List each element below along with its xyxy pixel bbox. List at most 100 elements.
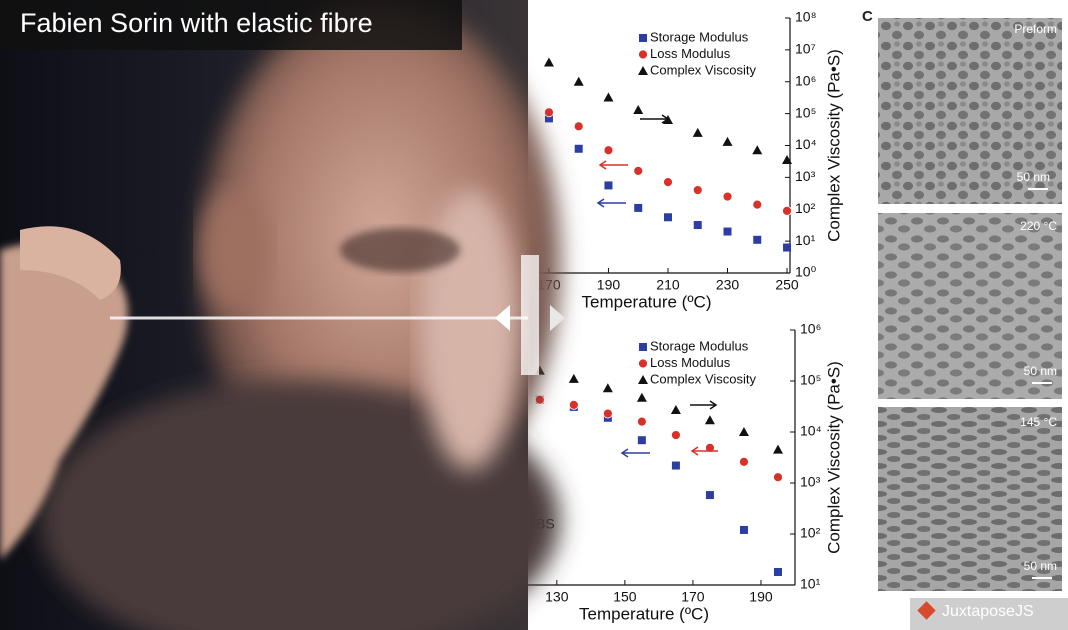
x-tick-label: 190 bbox=[749, 589, 773, 605]
y2-tick-label: 10³ bbox=[800, 474, 821, 490]
point bbox=[568, 399, 579, 410]
point bbox=[753, 235, 762, 244]
x-tick-label: 190 bbox=[597, 277, 621, 293]
legend-label: Loss Modulus bbox=[650, 355, 731, 370]
credit-text[interactable]: JuxtaposeJS bbox=[942, 603, 1034, 620]
point bbox=[671, 461, 680, 470]
point bbox=[603, 145, 614, 156]
point bbox=[544, 107, 554, 118]
y2-tick-label: 10⁵ bbox=[795, 104, 816, 120]
y2-tick-label: 10⁶ bbox=[795, 72, 816, 88]
point bbox=[739, 456, 749, 467]
point bbox=[783, 243, 792, 252]
legend-marker bbox=[638, 66, 648, 75]
point bbox=[670, 405, 681, 415]
scale-label: 50 nm bbox=[1017, 170, 1050, 184]
y2-tick-label: 10³ bbox=[795, 168, 816, 184]
x-tick-label: 130 bbox=[545, 589, 569, 605]
y2-tick-label: 10⁰ bbox=[795, 264, 817, 280]
slider-handle[interactable] bbox=[495, 255, 565, 375]
y2-tick-label: 10⁶ bbox=[800, 321, 821, 337]
arrow-head bbox=[690, 446, 699, 456]
micrograph-label: 145 °C bbox=[1020, 415, 1057, 429]
point bbox=[705, 442, 715, 453]
point bbox=[543, 57, 554, 67]
y2-tick-label: 10⁵ bbox=[800, 372, 821, 388]
panel-label: C bbox=[862, 8, 873, 25]
point bbox=[633, 165, 644, 176]
point bbox=[692, 127, 703, 137]
y2-tick-label: 10² bbox=[800, 525, 821, 541]
scale-label: 50 nm bbox=[1024, 559, 1057, 573]
arrow-head bbox=[709, 400, 718, 410]
point bbox=[693, 221, 702, 230]
arrow-head bbox=[661, 114, 670, 124]
point bbox=[773, 472, 783, 483]
x-tick-label: 250 bbox=[775, 277, 799, 293]
point bbox=[637, 436, 646, 445]
legend-label: Storage Modulus bbox=[650, 338, 749, 353]
caption: Fabien Sorin with elastic fibre bbox=[20, 8, 373, 38]
point bbox=[738, 427, 749, 436]
legend-entry: Storage Modulus bbox=[639, 29, 749, 44]
point bbox=[663, 177, 673, 188]
point bbox=[636, 392, 647, 402]
point bbox=[722, 191, 733, 202]
arrow-head bbox=[596, 198, 605, 208]
charts: 10⁰ 10¹ 10² 10³ 10⁴ 10⁵ 10⁶ 10⁷ 10⁸ 170 190 210 230 2… bbox=[528, 9, 843, 623]
legend-marker bbox=[638, 375, 648, 384]
point bbox=[604, 181, 613, 190]
point bbox=[568, 373, 579, 383]
chart: 10⁰10¹10²10³10⁴10⁵10⁶10⁷10⁸1701902102302… bbox=[528, 9, 843, 311]
point bbox=[633, 104, 644, 114]
figure-panel: 10⁰ 10¹ 10² 10³ 10⁴ 10⁵ 10⁶ 10⁷ 10⁸ 170 190 210 230 2… bbox=[528, 0, 1068, 630]
x-axis-label: Temperature (ºC) bbox=[579, 604, 709, 623]
y2-tick-label: 10¹ bbox=[795, 232, 816, 248]
x-tick-label: 150 bbox=[613, 589, 637, 605]
point bbox=[704, 415, 715, 425]
arrow-head bbox=[620, 448, 629, 458]
x-tick-label: 210 bbox=[656, 277, 680, 293]
point bbox=[723, 227, 732, 236]
legend-label: Complex Viscosity bbox=[650, 371, 756, 386]
legend-entry: Complex Viscosity bbox=[638, 371, 756, 386]
point bbox=[773, 567, 782, 576]
chart: 10¹ 10² 10³ 10⁴ 10⁵ 10⁶ 130 150 170 190 Temperatur… bbox=[528, 321, 843, 623]
point bbox=[634, 203, 643, 212]
point bbox=[636, 416, 647, 427]
micrograph-label: Preform bbox=[1014, 22, 1057, 36]
y2-tick-label: 10⁷ bbox=[795, 41, 816, 57]
point bbox=[752, 145, 763, 155]
point bbox=[671, 430, 681, 440]
y2-axis-label: Complex Viscosity (Pa•S) bbox=[824, 49, 843, 242]
point bbox=[782, 155, 793, 165]
point bbox=[602, 408, 613, 419]
y2-tick-label: 10¹ bbox=[800, 576, 821, 592]
legend-entry: Storage Modulus bbox=[639, 338, 749, 353]
x-tick-label: 230 bbox=[716, 277, 740, 293]
point bbox=[573, 121, 584, 132]
point bbox=[782, 205, 792, 216]
legend-marker bbox=[638, 358, 648, 369]
scale-label: 50 nm bbox=[1024, 364, 1057, 378]
arrow-head bbox=[598, 160, 607, 170]
y2-axis-label: Complex Viscosity (Pa•S) bbox=[824, 361, 843, 554]
legend-entry: Loss Modulus bbox=[638, 355, 731, 370]
point bbox=[722, 136, 733, 146]
micrograph-label: 220 °C bbox=[1020, 219, 1057, 233]
micrograph: 220 °C 50 nm bbox=[878, 213, 1062, 399]
point bbox=[574, 144, 583, 153]
photo: Fabien Sorin with elastic fibre bbox=[0, 0, 560, 630]
point bbox=[602, 383, 613, 393]
micrograph: Preform 50 nm bbox=[878, 18, 1062, 204]
point bbox=[573, 76, 584, 86]
legend-marker bbox=[639, 34, 647, 42]
point bbox=[752, 199, 763, 210]
point bbox=[705, 491, 714, 500]
y2-tick-label: 10⁴ bbox=[795, 136, 817, 152]
credit[interactable]: JuxtaposeJS bbox=[910, 598, 1068, 630]
legend-entry: Loss Modulus bbox=[638, 46, 731, 61]
legend-label: Storage Modulus bbox=[650, 29, 749, 44]
point bbox=[544, 114, 553, 123]
